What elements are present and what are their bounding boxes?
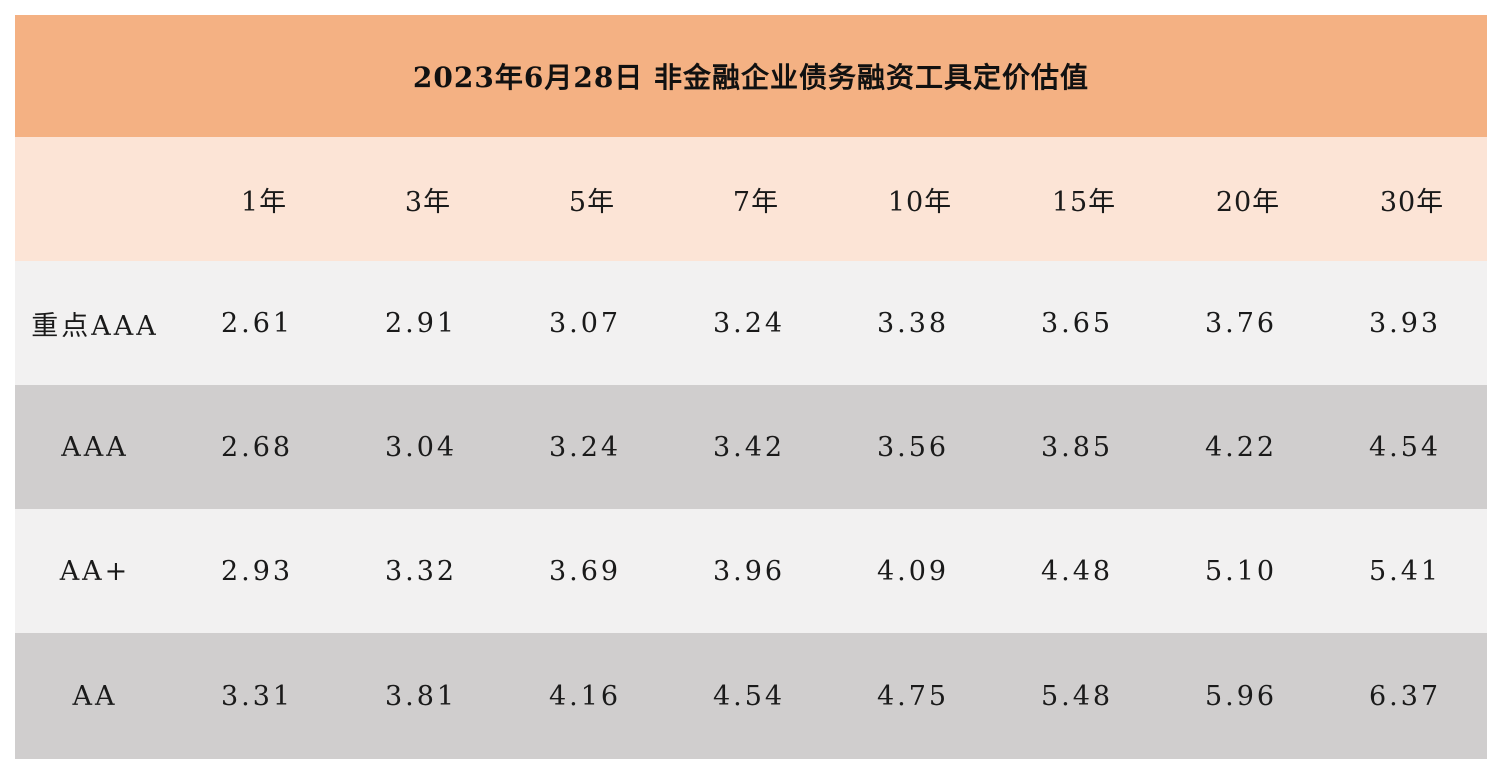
table-cell: 4.48 <box>1040 555 1114 587</box>
table-title: 2023年6月28日 非金融企业债务融资工具定价估值 <box>412 61 1090 94</box>
table-cell: 2.91 <box>384 307 458 339</box>
table-cell: 5.10 <box>1204 555 1278 587</box>
table-cell: 4.16 <box>548 680 622 712</box>
table-row: AA+ 2.93 3.32 3.69 3.96 4.09 4.48 5.10 5… <box>15 509 1487 633</box>
table-cell: 4.54 <box>1368 431 1442 463</box>
row-label: AAA <box>61 431 129 463</box>
table-cell: 3.31 <box>220 680 294 712</box>
table-cell: 3.56 <box>876 431 950 463</box>
table-cell: 3.04 <box>384 431 458 463</box>
table-row: 重点AAA 2.61 2.91 3.07 3.24 3.38 3.65 3.76… <box>15 261 1487 385</box>
table-row: AA 3.31 3.81 4.16 4.54 4.75 5.48 5.96 6.… <box>15 633 1487 759</box>
table-cell: 3.24 <box>548 431 622 463</box>
table-cell: 3.24 <box>712 307 786 339</box>
table-cell: 3.42 <box>712 431 786 463</box>
table-cell: 4.09 <box>876 555 950 587</box>
table-cell: 5.48 <box>1040 680 1114 712</box>
column-header-3y: 3年 <box>404 186 452 218</box>
table-cell: 4.54 <box>712 680 786 712</box>
table-cell: 5.96 <box>1204 680 1278 712</box>
column-header-30y: 30年 <box>1379 186 1445 218</box>
table-cell: 3.07 <box>548 307 622 339</box>
table-cell: 3.38 <box>876 307 950 339</box>
column-header-15y: 15年 <box>1051 186 1117 218</box>
table-cell: 3.96 <box>712 555 786 587</box>
table-cell: 3.69 <box>548 555 622 587</box>
row-label: AA+ <box>59 555 131 587</box>
table-cell: 3.93 <box>1368 307 1442 339</box>
row-label: 重点AAA <box>31 310 159 342</box>
column-header-1y: 1年 <box>240 186 288 218</box>
table-cell: 3.85 <box>1040 431 1114 463</box>
column-header-7y: 7年 <box>732 186 780 218</box>
table-cell: 6.37 <box>1368 680 1442 712</box>
table-cell: 2.68 <box>220 431 294 463</box>
table-cell: 4.22 <box>1204 431 1278 463</box>
valuation-table: 2023年6月28日 非金融企业债务融资工具定价估值 1年 3年 5年 7年 1… <box>15 15 1487 759</box>
column-header-20y: 20年 <box>1215 186 1281 218</box>
column-header-row: 1年 3年 5年 7年 10年 15年 20年 30年 <box>15 137 1487 261</box>
column-header-10y: 10年 <box>887 186 953 218</box>
table-cell: 2.61 <box>220 307 294 339</box>
row-label: AA <box>72 680 118 712</box>
table-cell: 2.93 <box>220 555 294 587</box>
table-cell: 3.32 <box>384 555 458 587</box>
table-cell: 5.41 <box>1368 555 1442 587</box>
table-cell: 3.76 <box>1204 307 1278 339</box>
header-corner-cell <box>15 137 175 261</box>
table-title-row: 2023年6月28日 非金融企业债务融资工具定价估值 <box>15 15 1487 137</box>
column-header-5y: 5年 <box>568 186 616 218</box>
table-cell: 4.75 <box>876 680 950 712</box>
table-cell: 3.65 <box>1040 307 1114 339</box>
table-row: AAA 2.68 3.04 3.24 3.42 3.56 3.85 4.22 4… <box>15 385 1487 509</box>
table-cell: 3.81 <box>384 680 458 712</box>
